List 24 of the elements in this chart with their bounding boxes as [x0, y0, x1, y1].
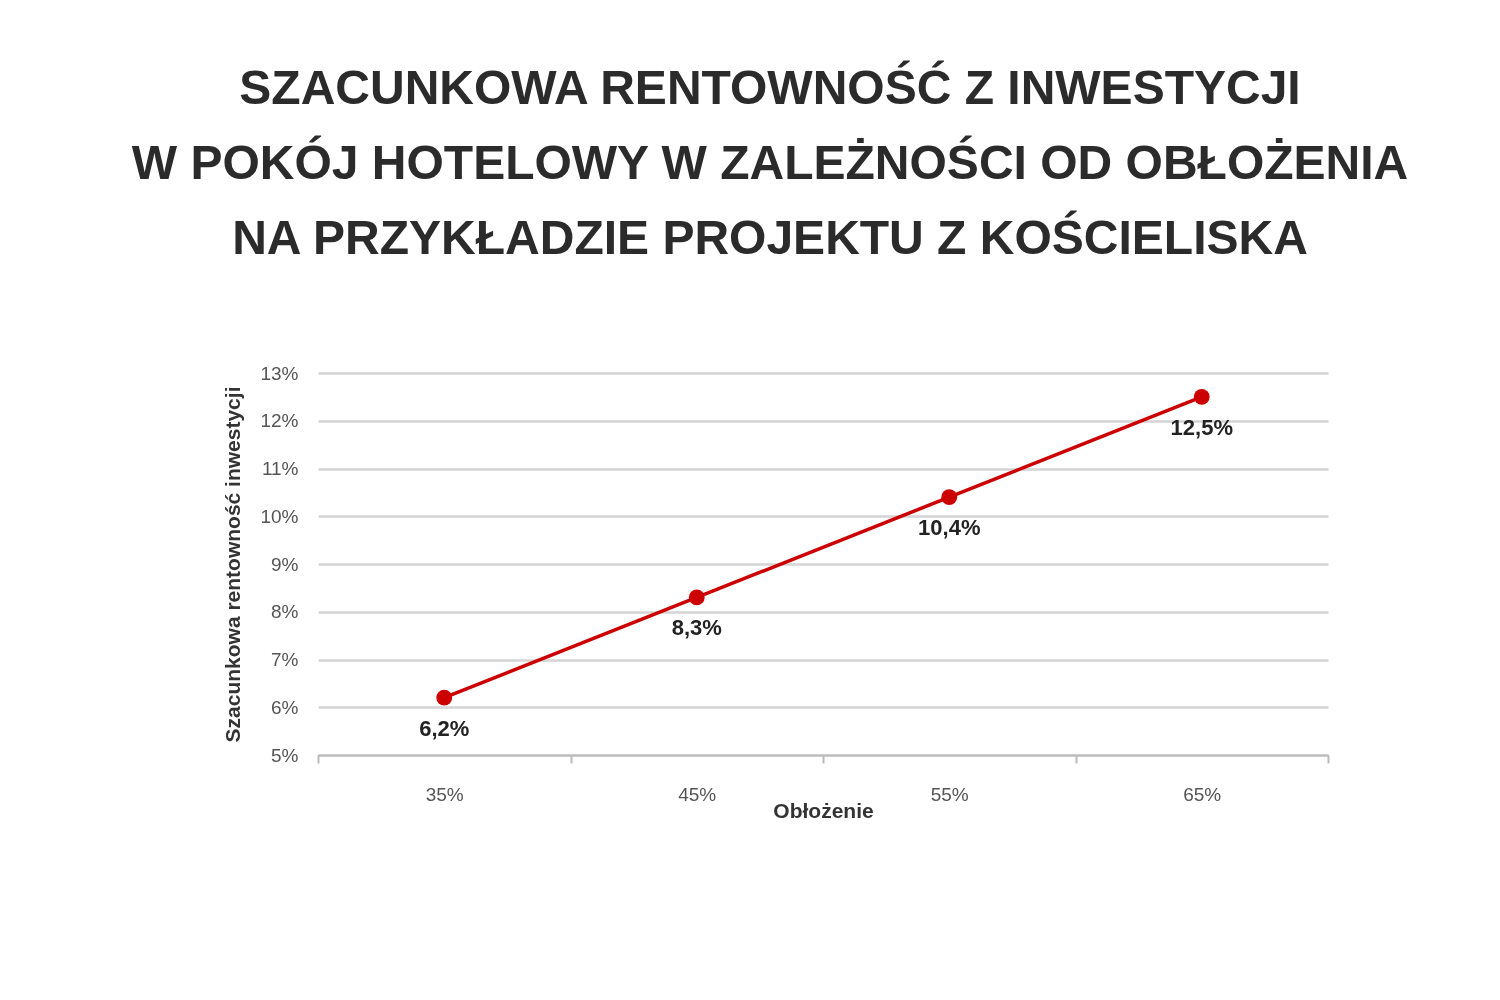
y-tick-label: 13% — [260, 362, 299, 384]
x-tick-label: 55% — [930, 783, 969, 805]
data-label: 8,3% — [671, 615, 722, 641]
y-tick-label: 8% — [271, 601, 299, 623]
x-axis-title: Obłożenie — [773, 798, 874, 822]
y-tick-label: 11% — [261, 458, 299, 479]
y-tick-label: 7% — [271, 649, 299, 670]
point — [941, 489, 958, 506]
x-tick-label: 35% — [425, 783, 464, 805]
y-tick-label: 12% — [260, 410, 299, 432]
y-tick-label: 6% — [271, 696, 299, 718]
y-axis-title: Szacunkowa rentowność inwestycji — [221, 386, 245, 743]
data-label: 12,5% — [1170, 414, 1233, 440]
y-tick-label: 5% — [271, 744, 299, 766]
y-tick-label: 9% — [271, 553, 299, 575]
y-tick-label: 10% — [260, 505, 299, 527]
x-tick-label: 65% — [1183, 783, 1222, 805]
point — [688, 589, 705, 606]
data-label: 6,2% — [419, 715, 470, 741]
point — [1193, 388, 1210, 405]
x-tick-label: 45% — [678, 783, 717, 805]
point — [436, 689, 453, 706]
chart-title: SZACUNKOWA RENTOWNOŚĆ Z INWESTYCJI W POKÓJ HOTELOWY W ZALEŻNOŚCI OD OBŁOŻENIA NA PRZYKŁADZIE PROJEKTU Z KOŚCIELISKA — [131, 60, 1409, 264]
data-label: 10,4% — [918, 515, 981, 541]
